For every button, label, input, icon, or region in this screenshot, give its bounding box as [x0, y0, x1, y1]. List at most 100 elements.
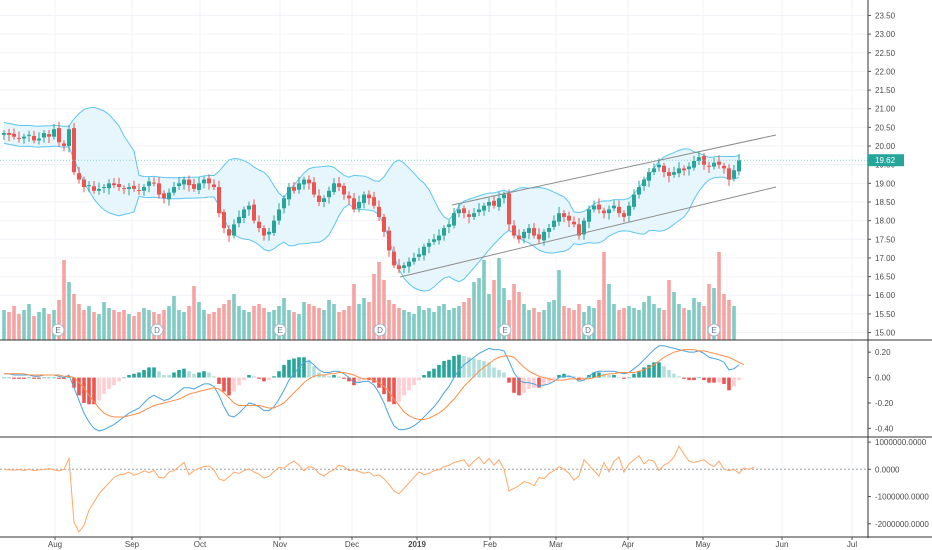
- candle-body[interactable]: [82, 179, 86, 188]
- candle-body[interactable]: [437, 235, 441, 241]
- candle-body[interactable]: [127, 187, 131, 189]
- candle-body[interactable]: [532, 228, 536, 236]
- candle-body[interactable]: [202, 179, 206, 184]
- candle-body[interactable]: [62, 143, 66, 147]
- candle-body[interactable]: [97, 188, 101, 191]
- candle-body[interactable]: [237, 216, 241, 224]
- candle-body[interactable]: [32, 135, 36, 141]
- event-marker-circle[interactable]: [51, 323, 65, 337]
- candle-body[interactable]: [262, 228, 266, 236]
- event-marker[interactable]: E: [273, 323, 287, 337]
- candle-body[interactable]: [222, 212, 226, 229]
- candle-body[interactable]: [352, 198, 356, 210]
- candle-body[interactable]: [332, 183, 336, 192]
- candle-body[interactable]: [92, 186, 96, 191]
- candle-body[interactable]: [52, 129, 56, 137]
- candle-body[interactable]: [367, 194, 371, 199]
- candle-body[interactable]: [482, 205, 486, 211]
- candle-body[interactable]: [472, 213, 476, 217]
- candle-body[interactable]: [207, 178, 211, 184]
- event-marker[interactable]: D: [373, 323, 387, 337]
- candle-body[interactable]: [522, 231, 526, 239]
- event-marker[interactable]: D: [150, 323, 164, 337]
- candle-body[interactable]: [597, 204, 601, 210]
- candle-body[interactable]: [702, 156, 706, 165]
- candle-body[interactable]: [377, 206, 381, 217]
- candle-body[interactable]: [267, 231, 271, 235]
- candle-body[interactable]: [607, 209, 611, 214]
- candle-body[interactable]: [402, 265, 406, 269]
- candle-body[interactable]: [132, 185, 136, 189]
- candle-body[interactable]: [152, 182, 156, 184]
- candle-body[interactable]: [302, 179, 306, 185]
- candle-body[interactable]: [232, 224, 236, 236]
- event-marker-label[interactable]: E: [502, 326, 507, 335]
- event-marker-circle[interactable]: [707, 323, 721, 337]
- candle-body[interactable]: [697, 157, 701, 161]
- candle-body[interactable]: [77, 173, 81, 180]
- event-marker-circle[interactable]: [373, 323, 387, 337]
- candle-body[interactable]: [162, 193, 166, 199]
- event-marker-label[interactable]: E: [277, 326, 282, 335]
- candle-body[interactable]: [177, 183, 181, 186]
- candle-body[interactable]: [507, 193, 511, 225]
- candle-body[interactable]: [447, 224, 451, 227]
- candle-body[interactable]: [12, 133, 16, 137]
- event-marker[interactable]: E: [498, 323, 512, 337]
- candle-body[interactable]: [117, 184, 121, 188]
- candle-body[interactable]: [22, 136, 26, 139]
- candle-body[interactable]: [582, 220, 586, 235]
- candle-body[interactable]: [312, 182, 316, 195]
- event-marker-label[interactable]: E: [711, 326, 716, 335]
- candle-body[interactable]: [672, 172, 676, 175]
- event-marker-circle[interactable]: [498, 323, 512, 337]
- candle-body[interactable]: [712, 162, 716, 167]
- candle-body[interactable]: [217, 187, 221, 214]
- event-marker-circle[interactable]: [581, 323, 595, 337]
- candle-body[interactable]: [602, 210, 606, 214]
- candle-body[interactable]: [342, 185, 346, 195]
- candle-body[interactable]: [497, 198, 501, 207]
- candle-body[interactable]: [732, 170, 736, 179]
- candle-body[interactable]: [637, 187, 641, 195]
- candle-body[interactable]: [327, 190, 331, 198]
- signal-line[interactable]: [4, 349, 745, 420]
- channel-lower-line[interactable]: [399, 186, 777, 278]
- candle-body[interactable]: [502, 194, 506, 199]
- candle-body[interactable]: [17, 137, 21, 139]
- candle-body[interactable]: [257, 221, 261, 229]
- event-marker-circle[interactable]: [273, 323, 287, 337]
- candle-body[interactable]: [317, 195, 321, 202]
- time-axis[interactable]: Aug Sep Oct Nov Dec 2019 Feb Mar Apr May Jun Jul: [48, 537, 857, 549]
- candle-body[interactable]: [612, 205, 616, 209]
- event-marker[interactable]: D: [581, 323, 595, 337]
- candle-body[interactable]: [292, 187, 296, 191]
- accumulation-pane[interactable]: 1000000.0000 0.0000 -1000000.0000 -2000000.…: [0, 438, 929, 533]
- candle-body[interactable]: [477, 209, 481, 213]
- candle-body[interactable]: [577, 224, 581, 236]
- candle-body[interactable]: [622, 213, 626, 217]
- accumulation-line[interactable]: [3, 445, 755, 533]
- candle-body[interactable]: [167, 192, 171, 200]
- candle-body[interactable]: [677, 168, 681, 174]
- price-axis[interactable]: 23.50 23.00 22.50 22.00 21.50 21.00 20.50 20.00…: [0, 0, 932, 538]
- candle-body[interactable]: [642, 179, 646, 186]
- event-marker-label[interactable]: D: [154, 326, 160, 335]
- candle-body[interactable]: [242, 209, 246, 219]
- candle-body[interactable]: [357, 201, 361, 209]
- candle-body[interactable]: [187, 179, 191, 186]
- event-marker-label[interactable]: D: [377, 326, 383, 335]
- candle-body[interactable]: [227, 229, 231, 236]
- candle-body[interactable]: [722, 165, 726, 169]
- candle-body[interactable]: [662, 165, 666, 173]
- candle-body[interactable]: [567, 215, 571, 221]
- candle-body[interactable]: [252, 204, 256, 221]
- candle-body[interactable]: [492, 200, 496, 206]
- candle-body[interactable]: [72, 128, 76, 173]
- candle-body[interactable]: [667, 172, 671, 176]
- candle-body[interactable]: [7, 132, 11, 135]
- candle-body[interactable]: [392, 251, 396, 266]
- candle-body[interactable]: [682, 168, 686, 171]
- candle-body[interactable]: [632, 194, 636, 207]
